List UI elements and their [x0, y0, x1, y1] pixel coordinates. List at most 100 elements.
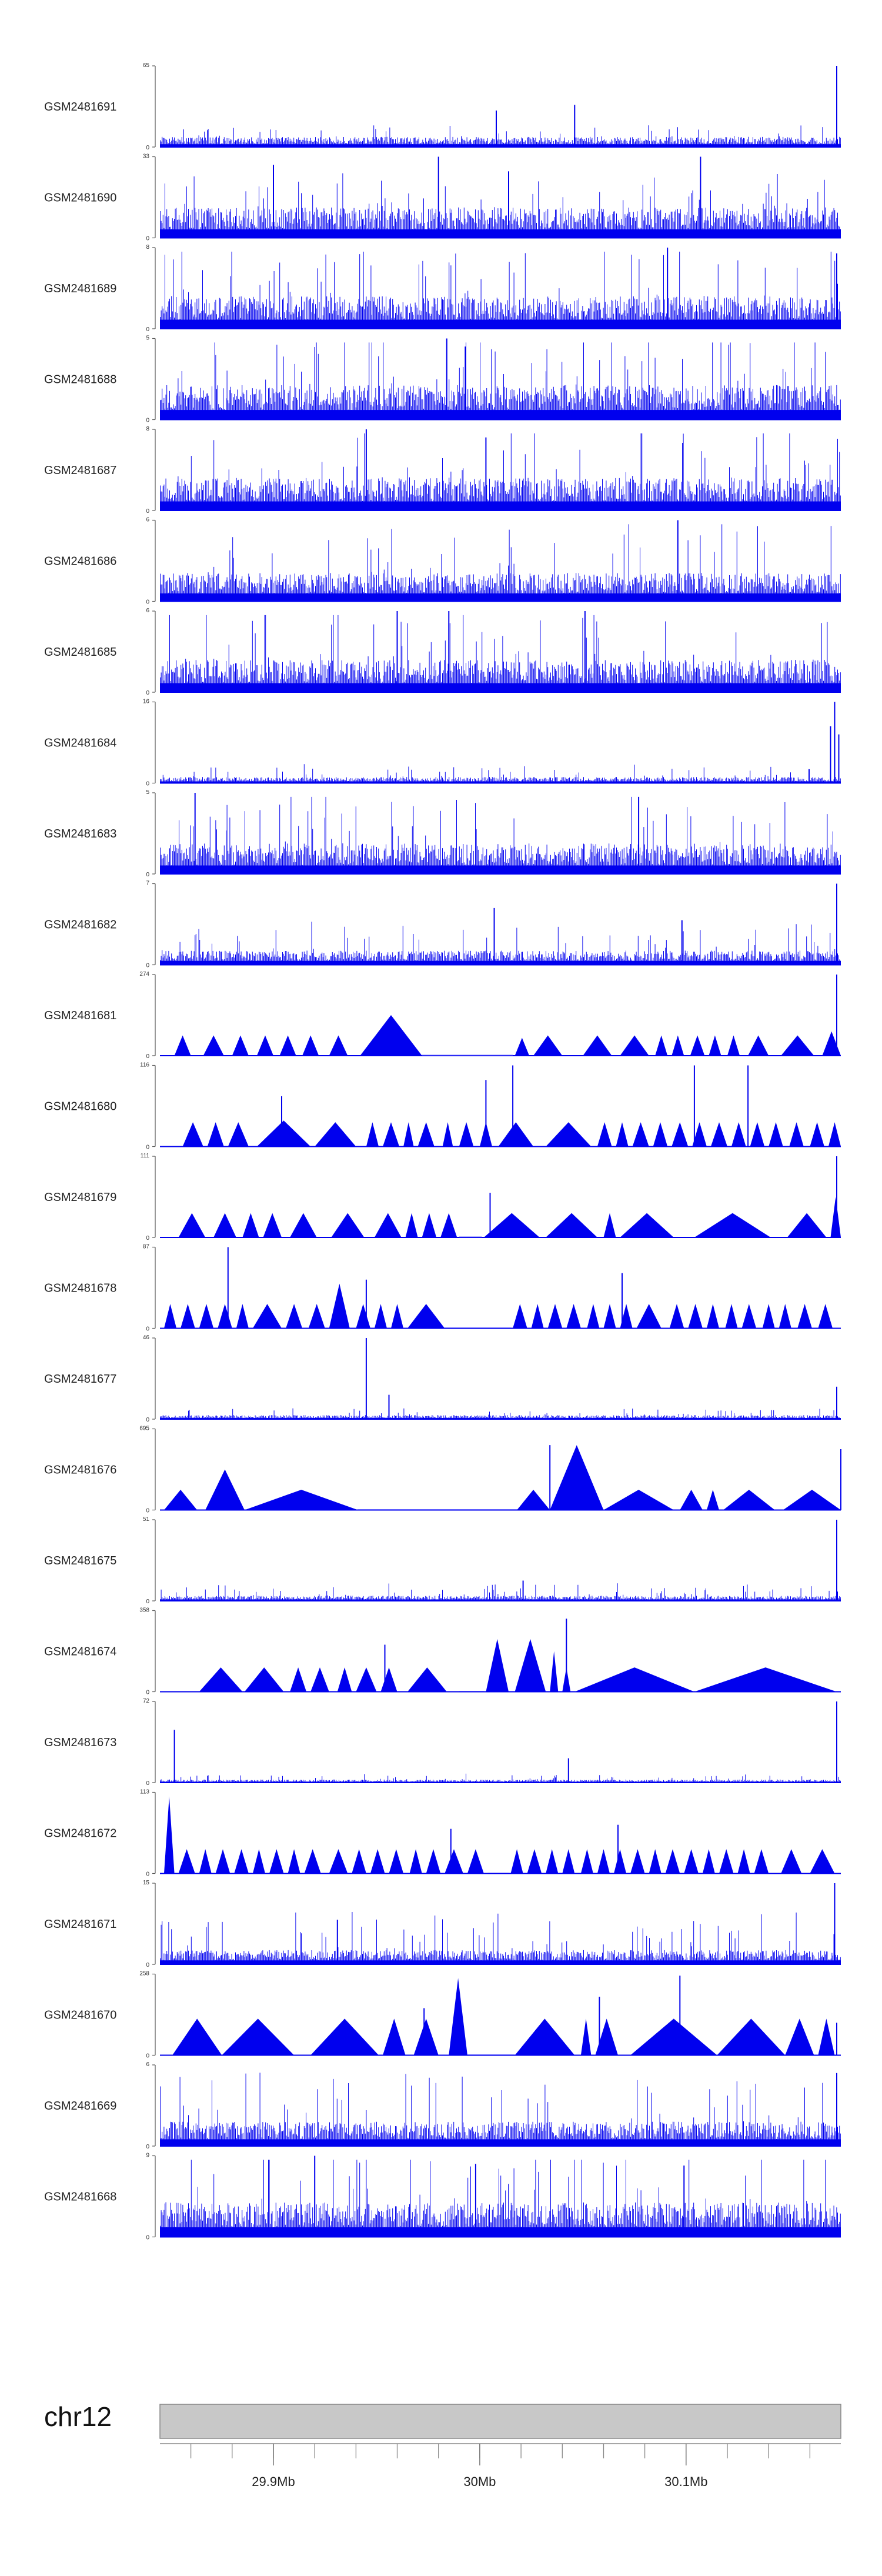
- signal-region-18: [527, 1849, 542, 1874]
- signal-floor: [160, 1418, 841, 1419]
- track-label: GSM2481683: [44, 827, 116, 840]
- signal-bars: [160, 433, 841, 510]
- track-GSM2481682: GSM2481682 7 0: [44, 880, 841, 969]
- y-tick-label-max: 695: [139, 1426, 149, 1432]
- signal-region-5: [449, 1978, 467, 2056]
- signal-region-5: [252, 1304, 282, 1329]
- signal-region-3: [256, 1035, 273, 1056]
- track-label: GSM2481677: [44, 1373, 116, 1386]
- signal-region-20: [710, 1122, 727, 1147]
- signal-region-6: [680, 1490, 703, 1510]
- y-tick-label-max: 274: [139, 971, 149, 977]
- y-tick-label-max: 65: [143, 62, 150, 69]
- track-label: GSM2481690: [44, 192, 116, 205]
- y-tick-label-max: 9: [146, 2153, 149, 2159]
- track-GSM2481675: GSM2481675 51 0: [44, 1516, 841, 1605]
- track-GSM2481676: GSM2481676 695 0: [44, 1426, 841, 1514]
- y-tick-label-max: 8: [146, 426, 149, 432]
- y-tick-label-min: 0: [146, 1417, 149, 1423]
- signal-bars: [160, 922, 841, 965]
- y-tick-label-min: 0: [146, 1599, 149, 1605]
- signal-region-9: [533, 1035, 563, 1056]
- chromosome-axis: chr12 29.9Mb 30Mb 30.1Mb: [44, 2401, 841, 2489]
- track-GSM2481677: GSM2481677 46 0: [44, 1334, 841, 1423]
- signal-region-6: [374, 1213, 402, 1237]
- signal-region-16: [632, 1122, 649, 1147]
- signal-region-23: [769, 1122, 783, 1147]
- y-tick-label-max: 6: [146, 2061, 149, 2068]
- signal-region-1: [203, 1035, 224, 1056]
- signal-region-10: [459, 1122, 474, 1147]
- track-GSM2481674: GSM2481674 358 0: [44, 1607, 841, 1696]
- signal-region-13: [694, 1667, 837, 1692]
- track-GSM2481673: GSM2481673 72 0: [44, 1698, 841, 1787]
- signal-region-2: [199, 1304, 214, 1329]
- signal-region-4: [290, 1213, 317, 1237]
- signal-bars: [160, 342, 841, 420]
- y-tick-label-max: 358: [139, 1607, 149, 1614]
- chromosome-ideogram-band: [159, 2404, 841, 2439]
- signal-region-10: [352, 1849, 366, 1874]
- signal-floor: [160, 229, 841, 238]
- signal-region-24: [630, 1849, 645, 1874]
- signal-bars: [160, 615, 841, 692]
- signal-region-14: [694, 1213, 771, 1237]
- y-tick-label-max: 87: [143, 1244, 150, 1250]
- signal-bars: [160, 1912, 841, 1964]
- signal-region-22: [688, 1304, 703, 1329]
- signal-region-9: [630, 2018, 717, 2056]
- x-tick-label: 30Mb: [463, 2474, 496, 2489]
- signal-region-13: [409, 1849, 422, 1874]
- signal-region-3: [256, 1120, 311, 1147]
- signal-region-3: [517, 1490, 550, 1510]
- signal-floor: [160, 781, 841, 783]
- signal-region-15: [616, 1122, 629, 1147]
- track-GSM2481678: GSM2481678 87 0: [44, 1244, 841, 1333]
- y-tick-label-max: 111: [141, 1153, 150, 1159]
- signal-region-0: [174, 1035, 191, 1056]
- signal-bars: [160, 251, 841, 329]
- signal-bars: [160, 1773, 841, 1783]
- track-label: GSM2481687: [44, 464, 116, 477]
- signal-region-9: [329, 1849, 348, 1874]
- signal-region-7: [580, 2018, 592, 2056]
- signal-region-12: [818, 2018, 835, 2056]
- signal-region-5: [331, 1213, 365, 1237]
- track-GSM2481679: GSM2481679 111 0: [44, 1153, 841, 1242]
- signal-region-7: [308, 1304, 325, 1329]
- signal-region-19: [822, 1031, 841, 1056]
- signal-region-27: [779, 1304, 791, 1329]
- signal-region-17: [587, 1304, 600, 1329]
- signal-region-33: [810, 1849, 835, 1874]
- signal-region-4: [234, 1849, 249, 1874]
- signal-region-17: [748, 1035, 769, 1056]
- signal-region-8: [486, 1639, 509, 1692]
- signal-region-5: [302, 1035, 319, 1056]
- signal-region-14: [426, 1849, 441, 1874]
- track-label: GSM2481669: [44, 2100, 116, 2113]
- signal-region-0: [172, 2018, 222, 2056]
- signal-region-14: [690, 1035, 705, 1056]
- signal-region-13: [671, 1035, 684, 1056]
- signal-region-12: [574, 1667, 694, 1692]
- signal-region-9: [783, 1490, 841, 1510]
- track-label: GSM2481689: [44, 282, 116, 295]
- signal-region-11: [620, 1035, 649, 1056]
- y-tick-label-min: 0: [146, 872, 149, 878]
- signal-region-9: [440, 1213, 457, 1237]
- track-GSM2481668: GSM2481668 9 0: [44, 2153, 841, 2241]
- signal-region-16: [727, 1035, 740, 1056]
- signal-tracks: GSM2481691650GSM2481690330GSM248168980GS…: [44, 62, 841, 2241]
- signal-region-16: [830, 1197, 841, 1237]
- signal-region-12: [498, 1122, 534, 1147]
- signal-region-21: [731, 1122, 746, 1147]
- signal-region-32: [781, 1849, 802, 1874]
- signal-region-9: [514, 1639, 546, 1692]
- signal-region-18: [781, 1035, 814, 1056]
- signal-region-28: [702, 1849, 715, 1874]
- signal-bars: [160, 1583, 841, 1601]
- signal-region-19: [692, 1122, 707, 1147]
- y-tick-label-min: 0: [146, 1871, 149, 1878]
- y-tick-label-min: 0: [146, 1053, 149, 1060]
